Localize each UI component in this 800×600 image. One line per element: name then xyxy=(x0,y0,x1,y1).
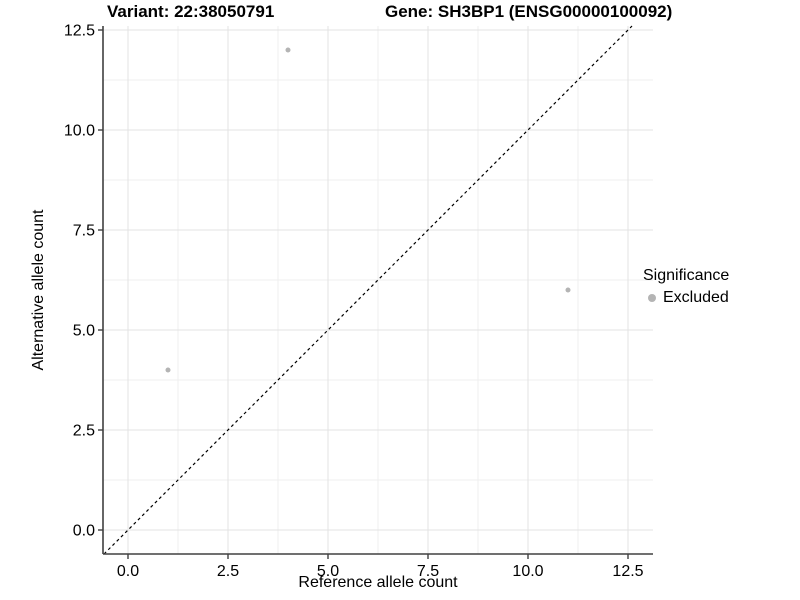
x-tick-label: 12.5 xyxy=(612,563,643,580)
x-tick-label: 2.5 xyxy=(217,563,239,580)
x-tick-label: 0.0 xyxy=(117,563,139,580)
legend-item-excluded: Excluded xyxy=(643,289,729,307)
plot-title-gene: Gene: SH3BP1 (ENSG00000100092) xyxy=(385,2,673,21)
y-tick-label: 0.0 xyxy=(73,523,95,540)
y-tick-label: 2.5 xyxy=(73,423,95,440)
plot-title-variant: Variant: 22:38050791 xyxy=(107,2,275,21)
x-axis-title: Reference allele count xyxy=(298,574,458,591)
x-tick-label: 5.0 xyxy=(317,563,339,580)
x-tick-label: 7.5 xyxy=(417,563,439,580)
legend-title: Significance xyxy=(643,267,730,284)
legend-item-label: Excluded xyxy=(663,289,729,306)
data-point-excluded xyxy=(565,287,571,293)
y-tick-label: 10.0 xyxy=(64,123,95,140)
data-point-excluded xyxy=(285,47,291,53)
y-tick-label: 12.5 xyxy=(64,23,95,40)
x-tick-label: 10.0 xyxy=(512,563,543,580)
y-tick-label: 5.0 xyxy=(73,323,95,340)
legend: Significance Excluded xyxy=(643,266,729,307)
y-tick-label: 7.5 xyxy=(73,223,95,240)
y-axis-title: Alternative allele count xyxy=(30,209,47,371)
excluded-marker-icon xyxy=(648,294,656,302)
data-point-excluded xyxy=(165,367,171,373)
identity-reference-line xyxy=(103,25,633,555)
